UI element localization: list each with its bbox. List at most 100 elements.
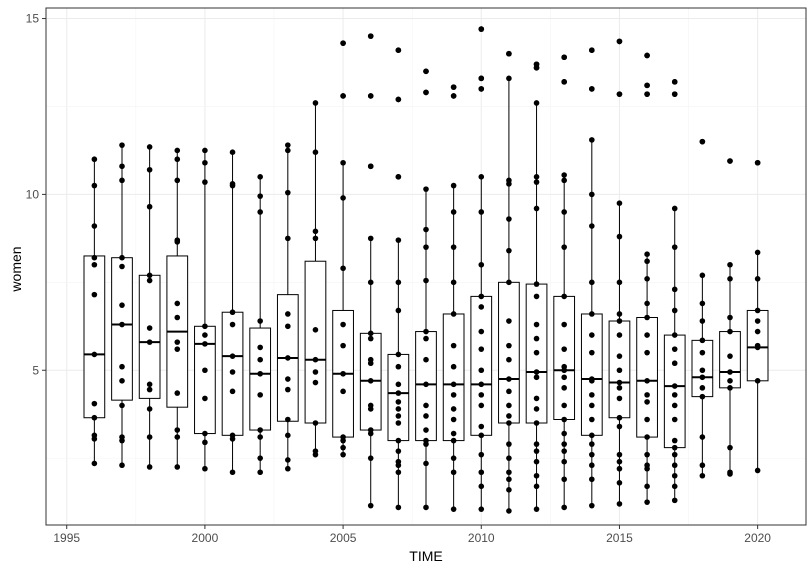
data-point — [395, 406, 402, 412]
data-point — [174, 239, 181, 245]
data-point — [340, 370, 346, 377]
data-point — [699, 472, 706, 479]
data-point — [285, 416, 291, 423]
y-tick-label: 10 — [26, 187, 40, 201]
data-point — [671, 346, 678, 352]
data-point — [257, 193, 263, 199]
data-point — [727, 261, 733, 268]
data-point — [450, 244, 457, 250]
data-point — [423, 68, 429, 75]
data-point — [699, 349, 706, 356]
data-point — [312, 420, 319, 426]
data-point — [616, 479, 623, 486]
data-point — [533, 64, 540, 71]
point-group — [312, 100, 319, 458]
data-point — [589, 392, 595, 398]
data-point — [395, 420, 402, 426]
data-point — [727, 444, 733, 451]
data-point — [589, 279, 595, 286]
data-point — [727, 314, 733, 321]
data-point — [644, 52, 650, 59]
x-tick-label: 2010 — [468, 531, 495, 545]
data-point — [616, 38, 623, 45]
data-point — [589, 378, 595, 384]
data-point — [561, 293, 567, 300]
data-point — [506, 342, 512, 349]
data-point — [671, 79, 678, 85]
data-point — [395, 363, 402, 370]
data-point — [533, 441, 540, 447]
data-point — [671, 307, 678, 314]
data-point — [478, 304, 485, 310]
data-point — [257, 469, 263, 476]
data-point — [367, 455, 374, 461]
data-point — [257, 344, 263, 351]
data-point — [644, 300, 650, 307]
data-point — [699, 318, 706, 324]
data-point — [616, 423, 623, 430]
data-point — [423, 381, 429, 388]
data-point — [478, 26, 485, 32]
data-point — [478, 469, 485, 476]
data-point — [616, 367, 623, 374]
data-point — [340, 265, 346, 272]
data-point — [367, 163, 374, 170]
data-point — [533, 179, 540, 185]
data-point — [285, 386, 291, 393]
data-point — [506, 402, 512, 409]
data-point — [644, 276, 650, 282]
data-point — [506, 376, 512, 382]
box-iqr — [553, 295, 576, 420]
data-point — [671, 332, 678, 338]
data-point — [146, 272, 153, 279]
data-point — [174, 464, 181, 470]
data-point — [174, 339, 181, 345]
data-point — [671, 483, 678, 490]
data-point — [340, 93, 346, 99]
data-point — [533, 369, 540, 375]
data-point — [533, 281, 540, 287]
data-point — [202, 323, 208, 330]
point-group — [589, 47, 595, 509]
data-point — [340, 342, 346, 349]
x-tick-label: 2000 — [192, 531, 219, 545]
data-point — [312, 379, 319, 386]
data-point — [229, 321, 236, 328]
data-point — [699, 300, 706, 307]
data-point — [146, 277, 153, 284]
data-point — [506, 318, 512, 324]
data-point — [533, 293, 540, 300]
data-point — [202, 395, 208, 402]
data-point — [91, 156, 98, 163]
data-point — [229, 149, 236, 155]
data-point — [699, 337, 706, 344]
data-point — [367, 93, 374, 99]
data-point — [478, 174, 485, 180]
data-point — [506, 469, 512, 476]
data-point — [423, 277, 429, 284]
data-point — [727, 158, 733, 164]
data-point — [202, 179, 208, 185]
y-axis-title: women — [8, 246, 24, 292]
data-point — [727, 378, 733, 384]
data-point — [671, 451, 678, 458]
data-point — [450, 437, 457, 444]
data-point — [561, 54, 567, 61]
data-point — [202, 147, 208, 154]
data-point — [450, 406, 457, 412]
data-point — [478, 402, 485, 409]
data-point — [395, 469, 402, 476]
data-point — [285, 235, 291, 242]
data-point — [312, 100, 319, 106]
data-point — [450, 342, 457, 349]
data-point — [423, 413, 429, 419]
data-point — [727, 328, 733, 335]
data-point — [174, 300, 181, 307]
data-point — [202, 439, 208, 446]
data-point — [699, 272, 706, 279]
data-point — [671, 497, 678, 504]
data-point — [699, 374, 706, 381]
data-point — [506, 75, 512, 82]
data-point — [506, 356, 512, 363]
data-point — [340, 451, 346, 458]
